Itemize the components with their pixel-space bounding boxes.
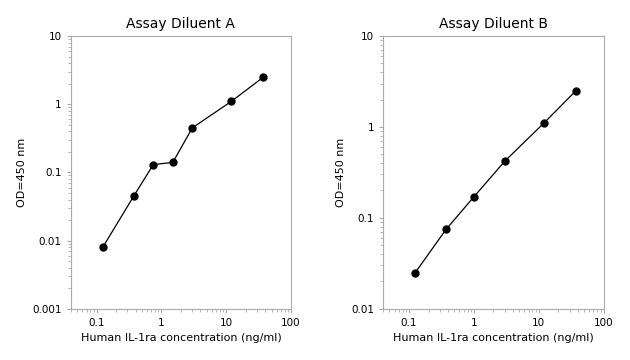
Y-axis label: OD=450 nm: OD=450 nm xyxy=(336,138,346,207)
Title: Assay Diluent B: Assay Diluent B xyxy=(439,17,548,31)
X-axis label: Human IL-1ra concentration (ng/ml): Human IL-1ra concentration (ng/ml) xyxy=(393,333,593,343)
Y-axis label: OD=450 nm: OD=450 nm xyxy=(16,138,26,207)
X-axis label: Human IL-1ra concentration (ng/ml): Human IL-1ra concentration (ng/ml) xyxy=(81,333,281,343)
Title: Assay Diluent A: Assay Diluent A xyxy=(127,17,236,31)
